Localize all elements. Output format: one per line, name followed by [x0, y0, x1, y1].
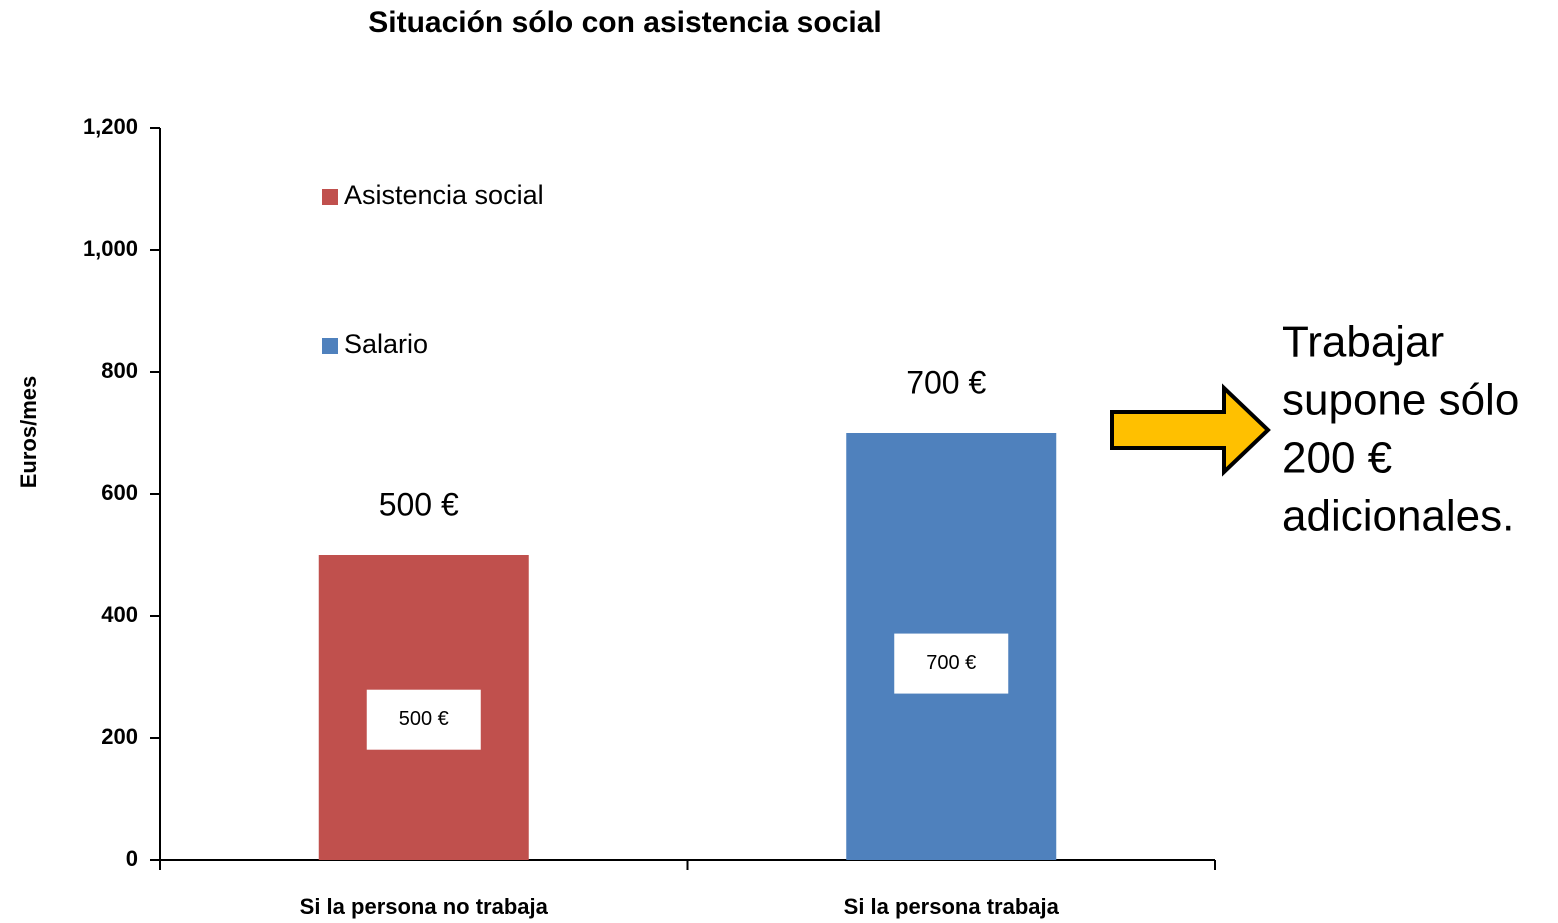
legend-label: Asistencia social — [344, 180, 544, 210]
total-label: 700 € — [906, 364, 986, 400]
callout-text: Trabajar — [1282, 318, 1444, 367]
data-label-box — [894, 633, 1009, 694]
legend-label: Salario — [344, 329, 428, 359]
chart-title: Situación sólo con asistencia social — [368, 6, 882, 39]
y-tick-label: 400 — [101, 602, 138, 627]
y-tick-label: 600 — [101, 480, 138, 505]
callout-text: 200 € — [1282, 434, 1392, 483]
y-tick-label: 800 — [101, 358, 138, 383]
data-label: 700 € — [926, 652, 976, 674]
y-axis-label: Euros/mes — [16, 376, 41, 489]
data-label-box — [366, 689, 481, 750]
data-label: 500 € — [399, 708, 449, 730]
y-tick-label: 0 — [126, 846, 138, 871]
callout-arrow — [1110, 383, 1271, 477]
callout-text: adicionales. — [1282, 492, 1514, 541]
y-tick-label: 1,000 — [83, 236, 138, 261]
total-label: 500 € — [379, 486, 459, 522]
legend-swatch — [322, 338, 338, 354]
y-tick-label: 200 — [101, 724, 138, 749]
legend-swatch — [322, 189, 338, 205]
callout-text: supone sólo — [1282, 376, 1519, 425]
y-tick-label: 1,200 — [83, 114, 138, 139]
x-tick-label: Si la persona trabaja — [844, 894, 1060, 919]
x-tick-label: Si la persona no trabaja — [300, 894, 549, 919]
